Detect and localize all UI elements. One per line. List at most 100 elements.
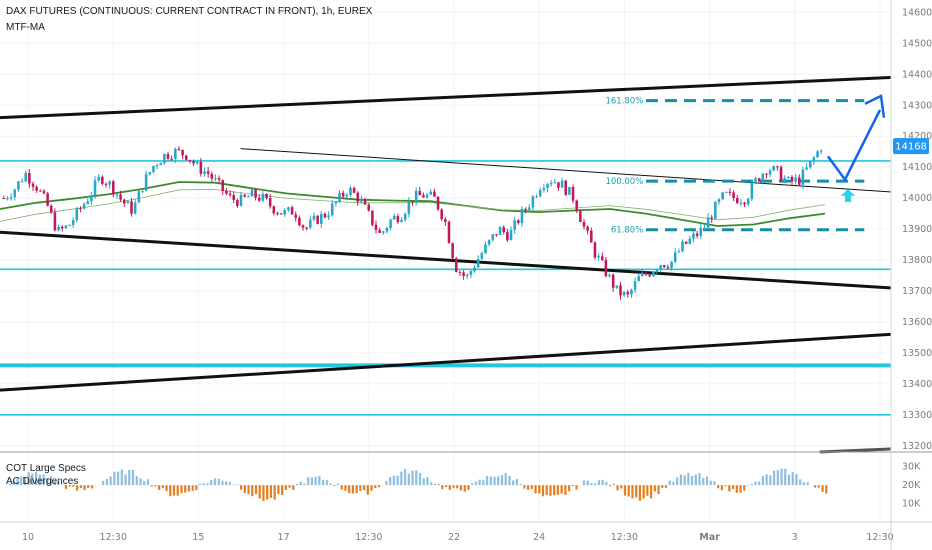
candle-body bbox=[305, 227, 308, 229]
candle-body bbox=[754, 178, 757, 183]
candle-body bbox=[46, 193, 49, 206]
candle-body bbox=[812, 157, 816, 162]
candle-body bbox=[374, 224, 378, 230]
candle-body bbox=[20, 181, 24, 183]
candle-body bbox=[385, 227, 389, 232]
candle-body bbox=[389, 219, 392, 228]
x-tick-label: 12:30 bbox=[866, 532, 893, 543]
candle-body bbox=[611, 274, 615, 288]
candle-body bbox=[28, 173, 31, 184]
candle-body bbox=[75, 208, 79, 221]
candle-body bbox=[776, 166, 779, 168]
candle-body bbox=[184, 155, 188, 160]
candle-body bbox=[141, 190, 144, 192]
candle-body bbox=[35, 186, 38, 191]
lower-tick-label: 10K bbox=[902, 499, 921, 510]
candle-body bbox=[783, 178, 786, 182]
candle-body bbox=[703, 227, 706, 229]
x-tick-label: 17 bbox=[278, 532, 290, 543]
y-tick-label: 13700 bbox=[902, 286, 932, 297]
candle-body bbox=[334, 201, 338, 204]
candle-body bbox=[144, 174, 148, 191]
candle-body bbox=[425, 194, 429, 198]
candle-body bbox=[648, 274, 651, 277]
candle-body bbox=[517, 220, 520, 224]
candle-body bbox=[659, 265, 662, 270]
x-tick-label: 12:30 bbox=[100, 532, 127, 543]
candle-body bbox=[217, 178, 221, 180]
candle-body bbox=[735, 198, 739, 204]
candle-body bbox=[462, 272, 465, 277]
candle-body bbox=[101, 176, 104, 184]
y-tick-label: 13300 bbox=[902, 410, 932, 421]
candle-body bbox=[633, 281, 637, 290]
candle-body bbox=[42, 190, 46, 194]
candle-body bbox=[6, 198, 9, 200]
candle-body bbox=[455, 258, 458, 272]
plot-background bbox=[0, 0, 891, 550]
candle-body bbox=[257, 197, 261, 201]
candle-body bbox=[768, 170, 772, 175]
lower-label-cot: COT Large Specs bbox=[6, 463, 86, 474]
candle-body bbox=[130, 201, 133, 214]
candle-body bbox=[199, 161, 203, 174]
candle-body bbox=[706, 217, 710, 228]
candle-body bbox=[254, 189, 257, 198]
candle-body bbox=[524, 208, 527, 210]
candle-body bbox=[571, 186, 575, 201]
candle-body bbox=[469, 271, 473, 275]
fib-label: 61.80% bbox=[611, 226, 643, 236]
y-tick-label: 13400 bbox=[902, 379, 932, 390]
y-tick-label: 14500 bbox=[902, 38, 932, 49]
candle-body bbox=[13, 189, 17, 198]
candle-body bbox=[9, 197, 13, 199]
projection-arrowhead bbox=[864, 94, 886, 118]
candle-body bbox=[126, 201, 130, 204]
candle-body bbox=[692, 233, 695, 239]
candle-body bbox=[626, 291, 630, 295]
candle-body bbox=[557, 182, 560, 188]
candle-body bbox=[17, 181, 20, 190]
candle-body bbox=[31, 183, 35, 187]
candle-body bbox=[622, 291, 626, 296]
candle-body bbox=[641, 272, 644, 277]
candle-body bbox=[816, 151, 819, 158]
candle-body bbox=[112, 181, 115, 195]
candle-body bbox=[53, 212, 57, 231]
x-tick-label: 12:30 bbox=[611, 532, 638, 543]
y-tick-label: 14400 bbox=[902, 69, 932, 80]
candle-body bbox=[148, 172, 152, 175]
lower-pane bbox=[8, 468, 828, 502]
candle-body bbox=[228, 193, 232, 196]
candle-body bbox=[210, 173, 214, 179]
candle-body bbox=[360, 199, 363, 202]
trendline-descending-lower bbox=[0, 230, 892, 290]
candle-body bbox=[564, 180, 568, 195]
candle-body bbox=[104, 183, 108, 185]
candle-body bbox=[250, 189, 254, 197]
candle-body bbox=[484, 244, 487, 254]
candle-body bbox=[721, 192, 724, 200]
candle-body bbox=[714, 202, 717, 219]
candle-body bbox=[615, 285, 619, 288]
candle-body bbox=[579, 211, 582, 222]
candle-body bbox=[279, 213, 283, 215]
candle-body bbox=[159, 163, 163, 166]
y-tick-label: 13600 bbox=[902, 317, 932, 328]
candle-body bbox=[684, 241, 688, 244]
candle-body bbox=[590, 230, 593, 243]
candle-body bbox=[819, 150, 823, 152]
candle-body bbox=[757, 178, 761, 182]
candle-body bbox=[301, 225, 305, 228]
chart-title: DAX FUTURES (CONTINUOUS: CURRENT CONTRAC… bbox=[6, 6, 373, 17]
candle-body bbox=[644, 272, 648, 275]
candle-body bbox=[652, 271, 655, 277]
candle-body bbox=[480, 253, 484, 259]
y-tick-label: 14600 bbox=[902, 7, 932, 18]
candle-body bbox=[750, 182, 754, 199]
candle-body bbox=[473, 267, 476, 272]
y-tick-label: 13200 bbox=[902, 441, 932, 452]
candle-body bbox=[506, 232, 509, 241]
